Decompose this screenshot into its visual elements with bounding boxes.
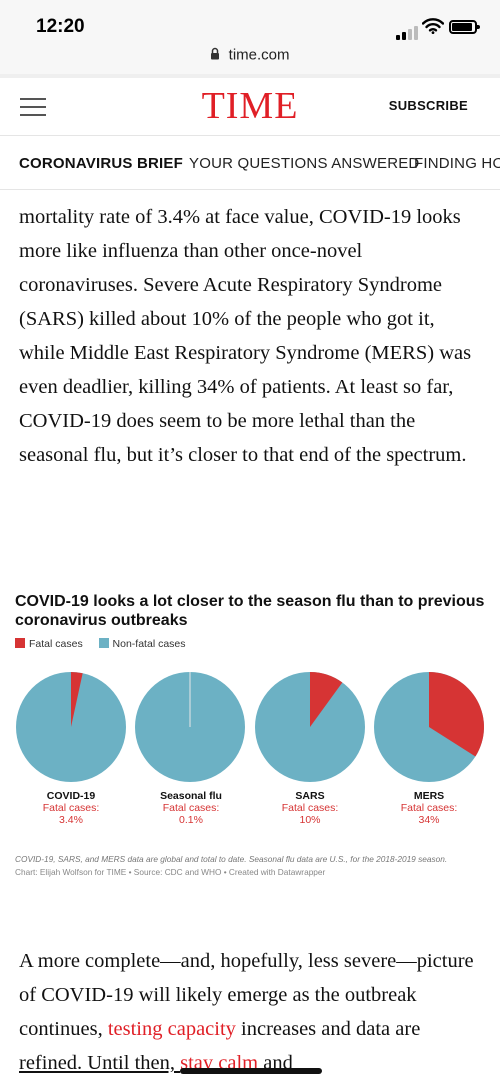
nav-item-your-questions-answered[interactable]: YOUR QUESTIONS ANSWERED — [189, 155, 420, 172]
chart-notes: COVID-19, SARS, and MERS data are global… — [15, 854, 448, 864]
paragraph-text: increases and data are — [235, 1018, 421, 1040]
article-paragraph-bottom: A more complete—and, hopefully, less sev… — [19, 944, 481, 1080]
pie-fatal-value: 0.1% — [179, 814, 203, 826]
status-time: 12:20 — [36, 16, 85, 37]
pie-charts — [16, 672, 484, 782]
address-bar[interactable]: time.com — [0, 46, 500, 74]
chart-legend: Fatal cases Non-fatal cases — [15, 638, 186, 650]
pie-fatal-prefix: Fatal cases: — [400, 802, 458, 814]
pie-fatal-slice — [310, 672, 343, 727]
pie-name: Seasonal flu — [160, 790, 222, 802]
lock-icon — [210, 47, 220, 64]
status-bar: 12:20 — [0, 0, 500, 46]
pie-label-seasonal-flu: Seasonal flu Fatal cases: 0.1% — [131, 790, 251, 826]
pie-fatal-prefix: Fatal cases: — [281, 802, 339, 814]
pie-fatal-value: 34% — [418, 814, 440, 826]
paragraph-text: A more complete—and, hopefully, less sev… — [19, 950, 474, 1040]
url-bar-divider — [0, 74, 500, 78]
pie-name: MERS — [413, 790, 445, 802]
pie-fatal-prefix: Fatal cases: — [162, 802, 220, 814]
legend-swatch-non-fatal — [98, 638, 109, 648]
wifi-icon — [421, 18, 445, 39]
pie-fatal-value: 3.4% — [59, 814, 83, 826]
section-nav: CORONAVIRUS BRIEF YOUR QUESTIONS ANSWERE… — [0, 137, 500, 190]
nav-item-coronavirus-brief[interactable]: CORONAVIRUS BRIEF — [19, 155, 183, 172]
article-paragraph: mortality rate of 3.4% at face value, CO… — [19, 206, 472, 466]
pie-fatal-slice — [71, 672, 83, 727]
pie-label-covid19: COVID-19 Fatal cases: 3.4% — [11, 790, 131, 826]
legend-label-non-fatal: Non-fatal cases — [112, 638, 186, 650]
battery-icon — [449, 20, 480, 34]
chart-source: Chart: Elijah Wolfson for TIME • Source:… — [15, 867, 326, 877]
home-indicator[interactable] — [180, 1068, 322, 1074]
pie-name: COVID-19 — [46, 790, 96, 802]
refined-link[interactable]: refined. Until then, — [19, 1052, 181, 1074]
pie-fatal-prefix: Fatal cases: — [42, 802, 100, 814]
site-header: TIME SUBSCRIBE — [0, 78, 500, 136]
legend-label-fatal: Fatal cases — [29, 638, 83, 650]
url-text: time.com — [228, 46, 290, 64]
nav-item-finding-hope[interactable]: FINDING HOPE — [414, 155, 500, 172]
chart-title: COVID-19 looks a lot closer to the seaso… — [15, 593, 485, 629]
testing-capacity-link[interactable]: testing capacity — [107, 1018, 236, 1040]
hamburger-menu-icon[interactable] — [20, 98, 46, 116]
pie-fatal-slice — [429, 672, 484, 757]
subscribe-button[interactable]: SUBSCRIBE — [388, 98, 468, 113]
cellular-signal-icon — [396, 22, 420, 40]
pie-name: SARS — [295, 790, 325, 802]
pie-label-mers: MERS Fatal cases: 34% — [369, 790, 489, 826]
pie-label-sars: SARS Fatal cases: 10% — [250, 790, 370, 826]
pie-fatal-value: 10% — [299, 814, 321, 826]
legend-swatch-fatal — [15, 638, 25, 648]
